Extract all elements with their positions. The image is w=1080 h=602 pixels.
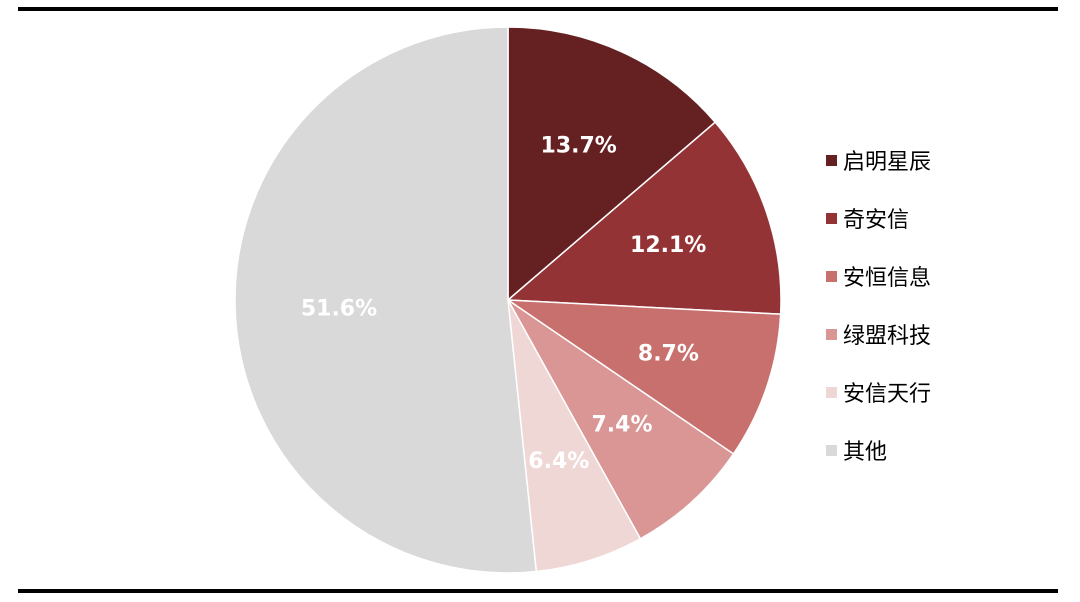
legend-item: 其他 bbox=[826, 432, 931, 468]
slice-data-label: 6.4% bbox=[528, 449, 589, 474]
legend-item: 绿盟科技 bbox=[826, 316, 931, 352]
legend-label: 启明星辰 bbox=[843, 150, 932, 175]
legend-item: 安信天行 bbox=[826, 374, 931, 410]
top-rule bbox=[18, 7, 1058, 11]
legend-item: 安恒信息 bbox=[826, 258, 931, 294]
legend-swatch bbox=[826, 212, 837, 224]
pie-slice bbox=[505, 299, 782, 455]
legend-swatch bbox=[826, 444, 837, 456]
pie-slice bbox=[506, 121, 782, 315]
legend-label: 绿盟科技 bbox=[843, 324, 932, 349]
legend-item: 启明星辰 bbox=[826, 142, 931, 178]
slice-data-label: 13.7% bbox=[541, 134, 617, 159]
slice-data-label: 8.7% bbox=[638, 342, 699, 367]
slice-data-label: 12.1% bbox=[630, 233, 706, 258]
slice-data-label: 7.4% bbox=[591, 413, 652, 438]
legend-swatch bbox=[826, 386, 837, 398]
legend-item: 奇安信 bbox=[826, 200, 931, 236]
bottom-rule bbox=[18, 589, 1058, 593]
legend-swatch bbox=[826, 328, 837, 340]
slice-data-label: 51.6% bbox=[301, 296, 377, 321]
pie-slice bbox=[507, 26, 717, 302]
pie-slice bbox=[234, 26, 538, 574]
legend-swatch bbox=[826, 154, 837, 166]
legend-label: 其他 bbox=[843, 440, 888, 465]
legend-label: 安信天行 bbox=[843, 382, 932, 407]
legend-label: 奇安信 bbox=[843, 208, 910, 233]
chart-legend: 启明星辰 奇安信 安恒信息 绿盟科技 安信天行 其他 bbox=[826, 142, 931, 490]
legend-swatch bbox=[826, 270, 837, 282]
pie-slice bbox=[507, 299, 735, 540]
legend-label: 安恒信息 bbox=[843, 266, 932, 291]
